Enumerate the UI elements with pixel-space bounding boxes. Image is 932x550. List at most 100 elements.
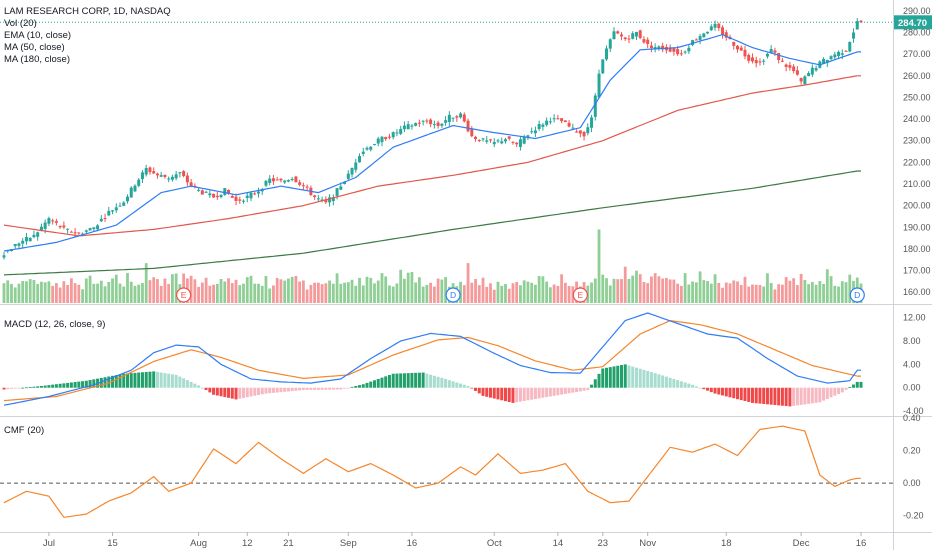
macd-histogram-bar: [612, 366, 616, 388]
volume-bar: [354, 285, 358, 303]
volume-bar: [339, 283, 343, 303]
macd-histogram-bar: [447, 380, 451, 388]
candle-body: [36, 232, 40, 237]
candle-body: [417, 122, 421, 124]
volume-bar: [668, 279, 672, 303]
macd-histogram-bar: [605, 367, 609, 388]
volume-bar: [736, 281, 739, 303]
macd-histogram-bar: [444, 378, 448, 388]
volume-bar: [28, 279, 32, 303]
volume-bar: [436, 278, 440, 303]
macd-histogram-bar: [608, 367, 612, 388]
macd-histogram-bar: [376, 378, 380, 388]
price-tick-label: 280.00: [903, 27, 931, 37]
volume-bar: [414, 282, 418, 303]
macd-histogram-bar: [661, 375, 665, 388]
candle-body: [2, 255, 6, 258]
cmf-tick-label: 0.00: [903, 478, 921, 488]
candle-body: [275, 179, 279, 181]
macd-histogram-bar: [425, 373, 429, 388]
volume-bar: [822, 283, 825, 303]
macd-histogram-bar: [552, 387, 556, 396]
macd-histogram-bar: [354, 385, 358, 388]
macd-histogram-bar: [563, 387, 567, 394]
candle-body: [754, 60, 758, 64]
macd-histogram-bar: [88, 380, 92, 388]
volume-bar: [122, 286, 126, 303]
candle-body: [358, 156, 362, 163]
macd-histogram-bar: [391, 373, 395, 388]
macd-histogram-bar: [844, 387, 848, 390]
volume-bar: [747, 286, 751, 303]
volume-bar: [272, 285, 275, 303]
macd-histogram-bar: [477, 387, 481, 394]
price-tick-label: 250.00: [903, 92, 931, 102]
candle-body: [623, 37, 627, 40]
candle-body: [283, 180, 287, 183]
candle-body: [99, 218, 103, 222]
volume-bar: [13, 287, 17, 303]
candle-body: [810, 67, 814, 75]
candle-body: [256, 191, 260, 194]
candle-body: [773, 50, 777, 53]
candle-body: [129, 187, 133, 198]
macd-histogram-bar: [709, 387, 713, 393]
candle-body: [28, 237, 32, 242]
volume-bar: [623, 266, 627, 303]
volume-bar: [616, 279, 620, 303]
volume-bar: [552, 284, 556, 303]
macd-histogram-bar: [256, 387, 260, 396]
candle-body: [159, 175, 163, 177]
macd-histogram-bar: [350, 386, 354, 388]
macd-histogram-bar: [694, 386, 698, 388]
candle-body: [859, 20, 863, 23]
legend-ma180: MA (180, close): [4, 54, 70, 65]
candle-body: [462, 114, 466, 122]
macd-histogram-bar: [777, 387, 781, 406]
macd-histogram-bar: [724, 387, 728, 397]
last-price-label: 284.70: [898, 18, 927, 29]
x-tick-label: 12: [242, 538, 253, 549]
macd-histogram-bar: [717, 387, 721, 395]
candle-body: [451, 117, 455, 119]
macd-histogram-bar: [664, 376, 668, 388]
volume-bar: [242, 283, 245, 303]
volume-bar: [597, 229, 601, 303]
macd-tick-label: -4.00: [903, 406, 924, 416]
volume-bar: [223, 281, 227, 303]
volume-bar: [200, 282, 204, 303]
candle-body: [264, 180, 268, 186]
chart-title: LAM RESEARCH CORP, 1D, NASDAQ: [4, 6, 171, 17]
candle-body: [578, 130, 582, 134]
macd-histogram-bar: [242, 387, 246, 398]
candle-body: [560, 118, 564, 122]
candle-body: [668, 47, 672, 52]
macd-histogram-bar: [679, 381, 683, 388]
candle-body: [552, 118, 556, 120]
macd-histogram-bar: [451, 381, 455, 388]
macd-histogram-bar: [822, 387, 826, 401]
candle-body: [320, 199, 324, 201]
macd-histogram-bar: [653, 373, 657, 388]
volume-bar: [709, 283, 713, 303]
volume-bar: [54, 283, 58, 303]
macd-histogram-bar: [631, 366, 635, 388]
volume-bar: [21, 280, 25, 303]
legend-ma50: MA (50, close): [4, 42, 65, 53]
volume-bar: [346, 282, 350, 303]
volume-bar: [365, 276, 369, 303]
candle-body: [758, 61, 762, 63]
macd-histogram-bar: [238, 387, 242, 399]
candle-body: [582, 131, 586, 137]
volume-bar: [593, 278, 597, 303]
macd-histogram-bar: [706, 387, 710, 391]
x-tick-label: 15: [107, 538, 118, 549]
macd-histogram-bar: [560, 387, 564, 395]
macd-histogram-bar: [24, 387, 28, 389]
volume-bar: [605, 278, 608, 303]
macd-histogram-bar: [6, 387, 10, 390]
candle-body: [249, 192, 253, 199]
macd-histogram-bar: [496, 387, 500, 400]
candle-body: [114, 207, 118, 211]
